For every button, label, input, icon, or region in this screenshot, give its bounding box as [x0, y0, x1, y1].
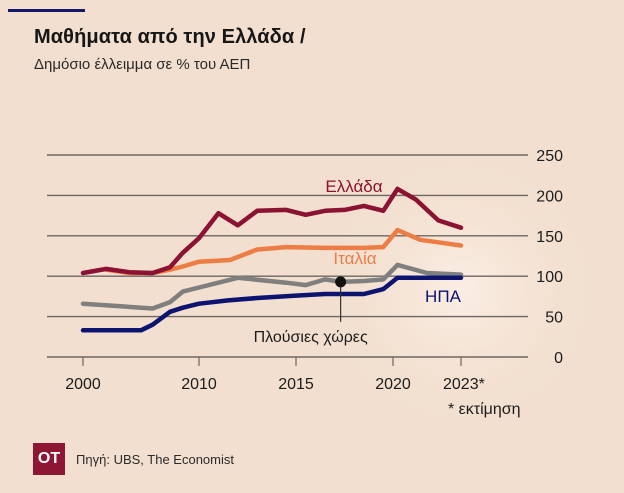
footnote: * εκτίμηση	[448, 401, 521, 418]
source-text: Πηγή: UBS, The Economist	[76, 452, 234, 467]
series-label-greece: Ελλάδα	[325, 177, 382, 196]
series-label-rich: Πλούσιες χώρες	[254, 329, 368, 346]
annotation-dot	[335, 276, 347, 288]
series-label-usa: ΗΠΑ	[425, 287, 462, 306]
x-axis-ticks: 2000 2010 2015 2020 2023* * εκτίμηση	[65, 357, 521, 418]
y-tick-label: 0	[554, 350, 563, 367]
x-tick-label: 2023*	[443, 376, 485, 393]
series-line-usa	[80, 275, 464, 333]
y-tick-label: 100	[536, 269, 563, 286]
ot-logo: ΟΤ	[33, 443, 65, 475]
series-labels: Ελλάδα Ιταλία ΗΠΑ	[325, 177, 461, 306]
x-tick-label: 2010	[181, 376, 217, 393]
x-tick-label: 2020	[375, 376, 411, 393]
accent-bar	[8, 9, 85, 12]
series-line-greece	[80, 186, 464, 276]
y-tick-label: 50	[545, 310, 563, 327]
y-axis-ticks: 0 50 100 150 200 250	[536, 148, 563, 367]
y-tick-label: 150	[536, 229, 563, 246]
y-tick-label: 250	[536, 148, 563, 165]
grid-lines	[47, 154, 528, 358]
series-label-italy: Ιταλία	[333, 249, 376, 268]
annotations: Πλούσιες χώρες	[254, 276, 368, 346]
x-tick-label: 2015	[278, 376, 314, 393]
series-line-rich	[80, 262, 464, 311]
chart-title: Μαθήματα από την Ελλάδα /	[34, 26, 306, 48]
chart-subtitle: Δημόσιο έλλειμμα σε % του ΑΕΠ	[34, 56, 251, 73]
series-lines	[80, 186, 464, 333]
x-tick-label: 2000	[65, 376, 101, 393]
y-tick-label: 200	[536, 188, 563, 205]
